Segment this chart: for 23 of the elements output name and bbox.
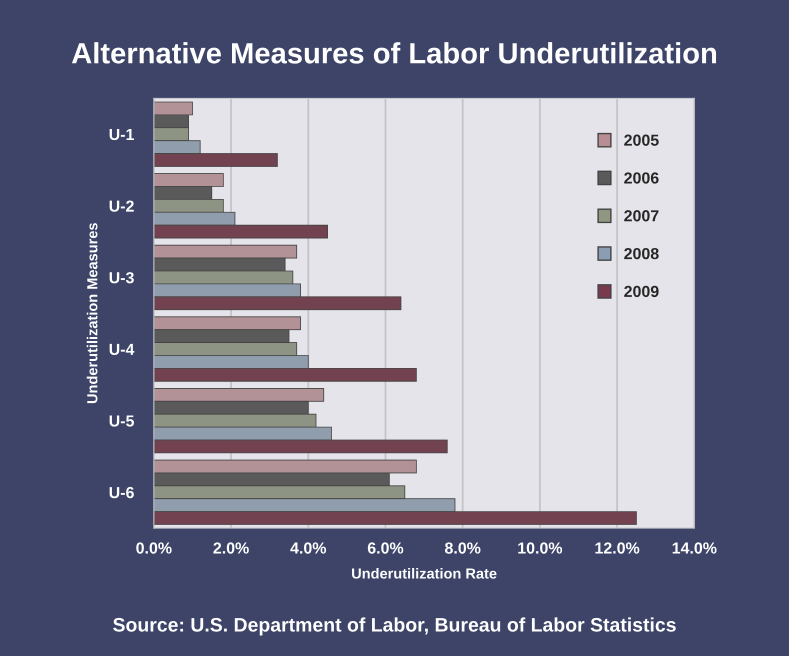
x-tick-label: 12.0% <box>595 542 640 554</box>
x-tick-label: 8.0% <box>444 542 480 554</box>
x-tick-label: 14.0% <box>672 542 717 554</box>
x-axis-title: Underutilization Rate <box>352 568 497 579</box>
source-note: Source: U.S. Department of Labor, Bureau of Labor Statistics <box>113 617 676 636</box>
y-tick-label: U-4 <box>110 344 134 355</box>
x-tick-label: 0.0% <box>136 542 172 554</box>
y-tick-label: U-3 <box>110 272 134 284</box>
legend-label: 2005 <box>624 134 659 146</box>
legend-label: 2008 <box>624 248 659 260</box>
y-tick-label: U-1 <box>110 129 134 140</box>
legend-label: 2009 <box>624 286 659 298</box>
y-tick-label: U-2 <box>110 200 134 212</box>
y-axis-title: Underutilization Measures <box>86 223 98 404</box>
x-tick-label: 6.0% <box>368 542 404 554</box>
x-tick-label: 10.0% <box>518 542 562 554</box>
legend-label: 2006 <box>624 172 659 184</box>
x-tick-label: 4.0% <box>290 542 326 554</box>
x-tick-label: 2.0% <box>213 542 249 554</box>
legend-label: 2007 <box>624 210 658 222</box>
y-tick-label: U-5 <box>110 415 134 427</box>
y-tick-label: U-6 <box>110 486 134 498</box>
chart-title: Alternative Measures of Labor Underutilization <box>72 42 716 64</box>
